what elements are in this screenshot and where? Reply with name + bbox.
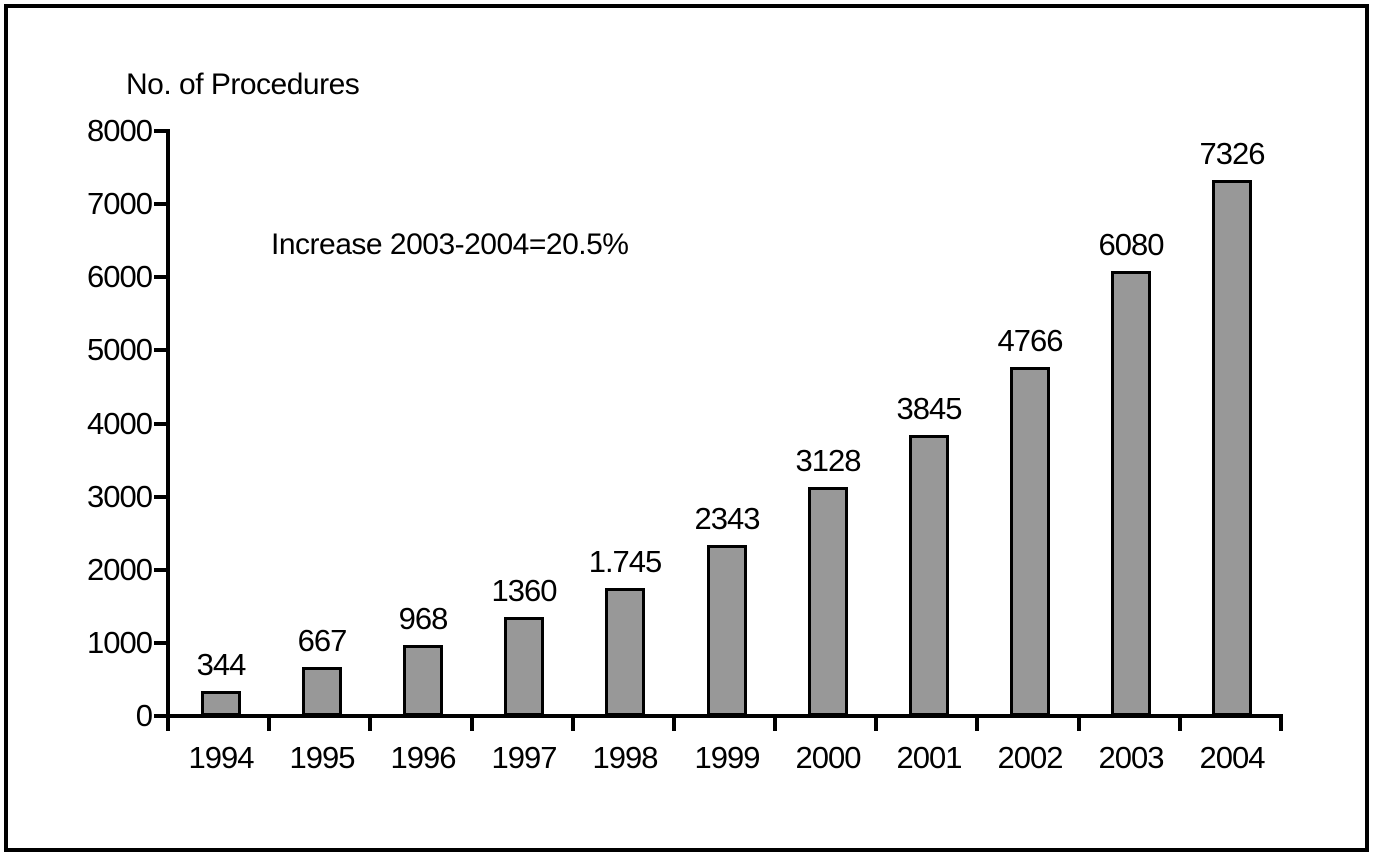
bar-value-label: 3845 <box>896 391 963 426</box>
x-axis-tick <box>166 714 170 731</box>
bar-value-label: 344 <box>196 647 247 682</box>
y-axis-tick <box>154 421 166 426</box>
bar <box>1010 367 1050 716</box>
bar-value-label: 667 <box>297 623 348 658</box>
x-axis-tick <box>267 714 272 731</box>
y-tick-label: 0 <box>135 698 153 733</box>
bar <box>1212 180 1252 716</box>
y-axis-line <box>166 129 170 718</box>
x-axis-tick <box>975 714 980 731</box>
y-axis-tick <box>154 494 166 499</box>
bar <box>1111 271 1151 716</box>
x-axis-tick <box>570 714 575 731</box>
bar <box>201 691 241 716</box>
y-axis-tick <box>154 714 166 718</box>
x-tick-label: 1998 <box>592 740 659 775</box>
x-tick-label: 2004 <box>1199 740 1266 775</box>
x-axis-tick <box>1076 714 1081 731</box>
bar-value-label: 4766 <box>997 323 1064 358</box>
y-axis-tick <box>154 348 166 353</box>
bar-value-label: 6080 <box>1098 227 1165 262</box>
bar <box>302 667 342 716</box>
bar <box>605 588 645 716</box>
x-axis-tick <box>773 714 778 731</box>
y-axis-tick <box>154 275 166 280</box>
bar-value-label: 1.745 <box>588 544 663 579</box>
x-axis-tick <box>469 714 474 731</box>
x-tick-label: 1994 <box>188 740 255 775</box>
bar-value-label: 3128 <box>795 443 862 478</box>
bar-value-label: 2343 <box>694 501 761 536</box>
bar <box>403 645 443 716</box>
y-tick-label: 8000 <box>87 113 153 148</box>
y-axis-tick <box>154 640 166 645</box>
chart-title: No. of Procedures <box>126 68 360 101</box>
bar-value-label: 968 <box>398 601 449 636</box>
x-tick-label: 2001 <box>896 740 963 775</box>
bar <box>909 435 949 716</box>
x-tick-label: 1997 <box>491 740 558 775</box>
bar <box>808 487 848 716</box>
x-tick-label: 2002 <box>997 740 1064 775</box>
bar-value-label: 7326 <box>1199 136 1266 171</box>
outer-frame-border <box>4 4 1369 852</box>
y-axis-tick <box>154 567 166 572</box>
x-tick-label: 1996 <box>390 740 457 775</box>
y-tick-label: 4000 <box>87 405 153 441</box>
bar <box>707 545 747 716</box>
y-tick-label: 3000 <box>87 478 153 514</box>
x-axis-line <box>166 714 1283 718</box>
x-axis-tick <box>874 714 879 731</box>
y-axis-tick <box>154 202 166 207</box>
y-tick-label: 5000 <box>87 332 153 368</box>
x-tick-label: 1995 <box>289 740 356 775</box>
y-tick-label: 1000 <box>87 624 153 660</box>
x-tick-label: 2000 <box>795 740 862 775</box>
x-tick-label: 1999 <box>694 740 761 775</box>
x-axis-tick <box>368 714 373 731</box>
x-axis-tick <box>1279 714 1283 731</box>
y-tick-label: 6000 <box>87 259 153 295</box>
y-tick-label: 7000 <box>87 186 153 222</box>
bar <box>504 617 544 716</box>
x-axis-tick <box>671 714 676 731</box>
bar-value-label: 1360 <box>491 573 558 608</box>
x-tick-label: 2003 <box>1098 740 1165 775</box>
increase-annotation: Increase 2003-2004=20.5% <box>271 228 629 261</box>
y-tick-label: 2000 <box>87 551 153 587</box>
y-axis-tick <box>154 129 166 133</box>
x-axis-tick <box>1177 714 1182 731</box>
